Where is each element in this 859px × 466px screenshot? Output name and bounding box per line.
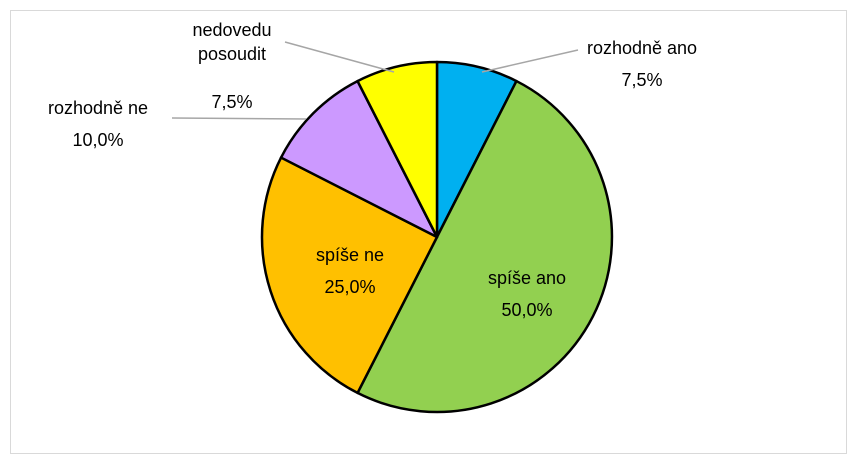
slice-value-label: 25,0% [324,277,376,297]
slice-label: spíše ne [315,245,385,265]
slice-value-label: 10,0% [72,130,124,150]
leader-line [284,41,395,73]
pie-slice [356,60,439,239]
slice-label: rozhodně ne [47,98,149,118]
slice-label: spíše ano [487,268,567,288]
leader-line [481,49,579,73]
slice-label: nedovedu posoudit [192,20,272,64]
slice-label: rozhodně ano [586,38,698,58]
slice-value-label: 50,0% [501,300,553,320]
chart-frame [10,10,847,454]
pie-slice [260,156,439,395]
pie-slice [279,79,439,239]
slice-value-label: 7,5% [211,92,253,112]
pie-slice [356,79,613,414]
slice-value-label: 7,5% [621,70,663,90]
leader-line [171,117,307,120]
